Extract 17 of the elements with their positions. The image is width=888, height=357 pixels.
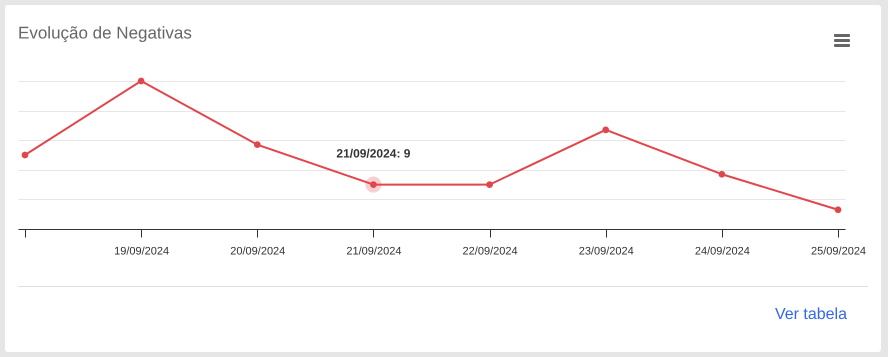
text: Ver tabela xyxy=(774,306,847,324)
point xyxy=(834,206,842,214)
x-tick-label: 19/09/2024 xyxy=(114,246,170,258)
point xyxy=(486,181,493,188)
point xyxy=(602,126,610,134)
x-tick-label: 20/09/2024 xyxy=(230,246,286,258)
chart-title: Evolução de Negativas xyxy=(18,24,192,43)
x-tick-label: 21/09/2024 xyxy=(346,246,402,258)
point xyxy=(254,141,261,148)
x-tick-label: 23/09/2024 xyxy=(578,246,634,258)
x-tick-label: 25/09/2024 xyxy=(811,246,866,258)
point xyxy=(22,152,28,158)
point xyxy=(718,170,726,178)
x-tick-label: 24/09/2024 xyxy=(694,246,750,258)
annotation: 21/09/2024: 9 xyxy=(336,146,411,161)
x-tick-label: 22/09/2024 xyxy=(462,246,518,258)
point xyxy=(138,78,144,84)
